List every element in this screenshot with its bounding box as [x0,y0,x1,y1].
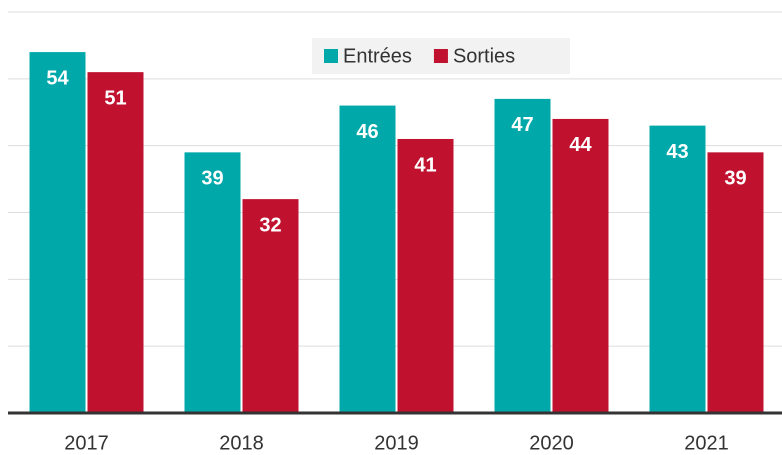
x-tick-label: 2021 [684,432,729,454]
legend-swatch [324,49,338,63]
data-label: 46 [356,121,378,143]
bar [397,138,454,413]
data-label: 32 [259,214,281,236]
data-label: 54 [46,67,69,89]
bar [649,125,706,413]
bar [339,105,396,414]
data-label: 41 [414,154,436,176]
bar [29,52,86,413]
data-label: 39 [724,168,746,190]
bar [242,199,299,413]
bar [87,72,144,414]
bar [494,98,551,413]
x-tick-label: 2018 [219,432,264,454]
x-tick-label: 2017 [64,432,109,454]
legend-label: Entrées [343,45,412,67]
data-label: 43 [666,141,688,163]
legend-label: Sorties [453,45,515,67]
legend-swatch [433,49,448,63]
data-label: 44 [569,134,592,156]
bar [184,152,241,413]
data-label: 39 [201,168,223,190]
x-tick-label: 2019 [374,432,419,454]
bar [707,152,764,413]
bar [552,118,609,413]
data-label: 51 [104,87,126,109]
data-label: 47 [511,114,533,136]
x-tick-label: 2020 [529,432,574,454]
